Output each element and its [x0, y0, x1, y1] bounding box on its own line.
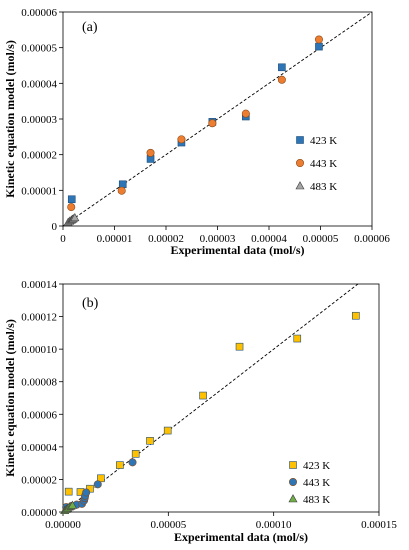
legend-marker — [288, 477, 297, 486]
parity-line — [62, 11, 373, 227]
legend-marker — [296, 136, 304, 144]
legend-marker — [295, 181, 305, 190]
data-point — [293, 334, 302, 343]
data-point — [70, 212, 80, 222]
x-axis-title: Experimental data (mol/s) — [174, 530, 308, 544]
y-axis-title: Kinetic equation model (mol/s) — [3, 40, 17, 198]
series-423k — [67, 42, 323, 204]
data-point — [93, 480, 102, 489]
y-tick-label: 0.00008 — [21, 377, 57, 389]
y-tick-label: 0.00006 — [21, 7, 57, 19]
legend-entry: 423 K — [303, 460, 330, 472]
x-tick-label: 0.00002 — [148, 233, 184, 245]
data-point — [352, 311, 360, 320]
data-point — [314, 35, 323, 44]
x-axis-title: Experimental data (mol/s) — [171, 243, 305, 257]
panel-label: (a) — [82, 20, 98, 35]
legend-marker — [289, 461, 297, 469]
y-tick-label: 0.00014 — [21, 279, 57, 291]
y-tick-label: 0.00012 — [21, 312, 57, 324]
data-point — [118, 180, 127, 189]
data-point — [277, 75, 286, 84]
legend-marker — [295, 159, 304, 168]
chart-panel-a: 0 0.00001 0.00002 0.00003 0.00004 0.00005 0.00… — [3, 7, 390, 257]
series-483k — [63, 212, 80, 226]
legend-entry: 443 K — [303, 477, 330, 489]
y-tick-label: 0.00000 — [21, 507, 57, 519]
x-tick-label: 0.00005 — [150, 519, 186, 531]
y-tick-label: 0.00002 — [21, 474, 57, 486]
x-tick-label: 0.00005 — [303, 233, 339, 245]
legend: 423 K 443 K 483 K — [288, 460, 330, 506]
data-point — [116, 461, 124, 469]
data-point — [199, 391, 207, 400]
x-tick-label: 0.00010 — [256, 519, 292, 531]
data-point — [146, 148, 155, 157]
y-tick-label: 0.00004 — [21, 78, 57, 90]
legend-entry: 423 K — [310, 135, 337, 147]
data-point — [208, 119, 217, 128]
data-point — [67, 195, 76, 204]
y-tick-label: 0.00002 — [21, 150, 57, 162]
y-tick-label: 0.00010 — [21, 344, 57, 356]
parity-line — [62, 283, 359, 513]
x-tick-label: 0 — [60, 233, 66, 245]
legend-entry: 483 K — [303, 494, 330, 506]
x-tick-label: 0.00006 — [354, 233, 390, 245]
x-tick-label: 0.00003 — [200, 233, 236, 245]
data-point — [278, 63, 286, 72]
x-tick-label: 0.00015 — [361, 519, 397, 531]
data-point — [97, 474, 105, 483]
data-point — [82, 488, 91, 497]
data-point — [241, 109, 250, 118]
data-point — [131, 450, 140, 458]
data-point — [177, 135, 186, 144]
y-tick-label: 0.00003 — [21, 114, 57, 126]
y-tick-label: 0.00004 — [21, 442, 57, 454]
y-tick-label: 0 — [52, 221, 58, 233]
chart-panel-b: 0.00000 0.00005 0.00010 0.00015 0.00000 0.000… — [3, 279, 397, 544]
data-point — [117, 186, 126, 195]
legend-marker — [288, 494, 298, 503]
x-tick-label: 0.00004 — [251, 233, 287, 245]
x-tick-label: 0.00001 — [97, 233, 133, 245]
data-point — [163, 426, 172, 435]
series-483k — [60, 500, 77, 514]
data-point — [67, 500, 77, 509]
series-443k — [67, 35, 323, 212]
y-tick-label: 0.00006 — [21, 409, 57, 421]
legend-entry: 483 K — [310, 181, 337, 193]
y-tick-label: 0.00001 — [21, 185, 57, 197]
data-point — [146, 437, 154, 445]
legend: 423 K 443 K 483 K — [295, 135, 337, 193]
data-point — [64, 487, 73, 496]
data-point — [315, 42, 323, 51]
data-point — [128, 458, 137, 467]
plot-frame — [62, 283, 380, 513]
data-point — [67, 203, 76, 212]
x-tick-label: 0.00000 — [45, 519, 81, 531]
y-axis-title: Kinetic equation model (mol/s) — [3, 319, 17, 477]
y-tick-label: 0.00005 — [21, 43, 57, 55]
legend-entry: 443 K — [310, 158, 337, 170]
panel-label: (b) — [82, 296, 99, 311]
data-point — [235, 342, 244, 351]
